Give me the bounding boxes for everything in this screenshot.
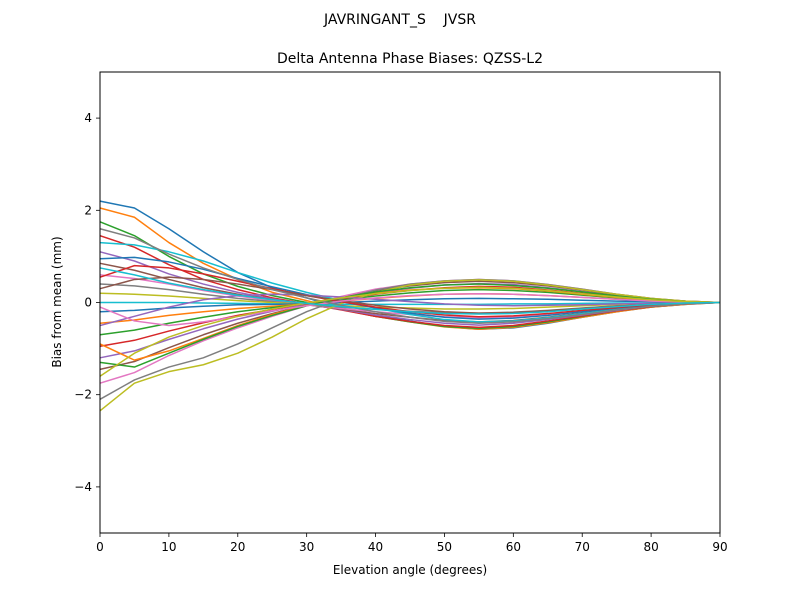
y-tick-label: 4	[84, 111, 92, 125]
series-line-19	[99, 279, 721, 412]
x-axis: 0 10 20 30 40 50 60 70 80 90	[96, 533, 728, 554]
x-tick-label: 10	[161, 540, 176, 554]
x-tick-label: 90	[712, 540, 727, 554]
series-line-29	[99, 286, 721, 377]
series-line-25	[99, 293, 721, 327]
y-tick-label: 0	[84, 296, 92, 310]
series-lines	[99, 200, 721, 412]
x-tick-label: 50	[437, 540, 452, 554]
series-line-28	[99, 228, 721, 324]
x-tick-label: 30	[299, 540, 314, 554]
series-line-11	[99, 297, 721, 313]
y-tick-label: −4	[74, 480, 92, 494]
x-tick-label: 70	[575, 540, 590, 554]
series-line-30	[99, 267, 721, 315]
figure-suptitle: JAVRINGANT_S JVSR	[323, 12, 476, 28]
series-line-22	[99, 287, 721, 361]
x-tick-label: 80	[643, 540, 658, 554]
series-line-23	[99, 283, 721, 368]
x-tick-label: 60	[506, 540, 521, 554]
y-tick-label: 2	[84, 203, 92, 217]
y-axis-label: Bias from mean (mm)	[50, 236, 64, 367]
x-axis-label: Elevation angle (degrees)	[333, 563, 487, 577]
y-tick-label: −2	[74, 388, 92, 402]
x-tick-label: 40	[368, 540, 383, 554]
series-line-27	[99, 292, 721, 327]
y-axis: −4 −2 0 2 4	[74, 111, 100, 494]
series-line-10	[100, 301, 720, 306]
x-tick-label: 20	[230, 540, 245, 554]
chart-title: Delta Antenna Phase Biases: QZSS-L2	[277, 51, 543, 67]
x-tick-label: 0	[96, 540, 104, 554]
